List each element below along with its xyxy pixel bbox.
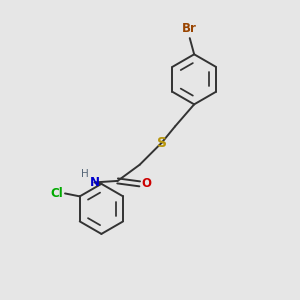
Text: Br: Br — [182, 22, 197, 34]
Text: S: S — [157, 136, 167, 150]
Text: O: O — [141, 177, 151, 190]
Text: H: H — [81, 169, 89, 179]
Text: Cl: Cl — [50, 187, 63, 200]
Text: N: N — [90, 176, 100, 189]
